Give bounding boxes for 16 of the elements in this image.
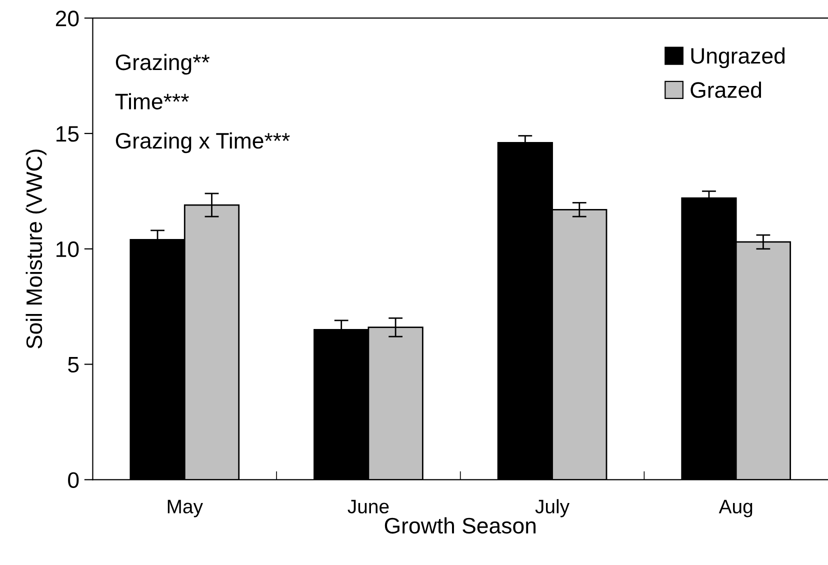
- annotation: Time***: [115, 93, 189, 110]
- y-axis-title: Soil Moisture (VWC): [26, 150, 46, 348]
- annotation: Grazing x Time***: [116, 132, 290, 154]
- y-tick-label: 15: [56, 126, 79, 142]
- y-tick-label: 0: [68, 472, 79, 488]
- x-tick-label: Aug: [718, 500, 752, 518]
- x-tick-label: July: [535, 499, 570, 518]
- y-tick-label: 5: [68, 357, 79, 373]
- legend-label: Ungrazed: [691, 47, 785, 68]
- annotation: Grazing**: [116, 54, 210, 75]
- x-tick-label: June: [348, 500, 389, 514]
- y-tick-label: 10: [56, 241, 79, 258]
- y-tick-label: 20: [56, 10, 79, 26]
- x-tick-label: May: [168, 500, 203, 518]
- legend-label: Grazed: [690, 82, 762, 98]
- x-axis-title: Growth Season: [384, 517, 536, 534]
